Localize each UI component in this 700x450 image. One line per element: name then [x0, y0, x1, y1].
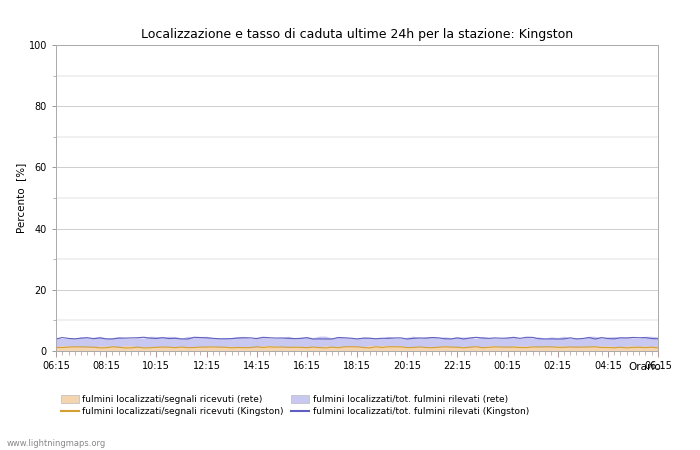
- Legend: fulmini localizzati/segnali ricevuti (rete), fulmini localizzati/segnali ricevut: fulmini localizzati/segnali ricevuti (re…: [60, 395, 528, 416]
- Text: www.lightningmaps.org: www.lightningmaps.org: [7, 439, 106, 448]
- Y-axis label: Percento  [%]: Percento [%]: [16, 163, 26, 233]
- Text: Orario: Orario: [629, 362, 662, 372]
- Title: Localizzazione e tasso di caduta ultime 24h per la stazione: Kingston: Localizzazione e tasso di caduta ultime …: [141, 28, 573, 41]
